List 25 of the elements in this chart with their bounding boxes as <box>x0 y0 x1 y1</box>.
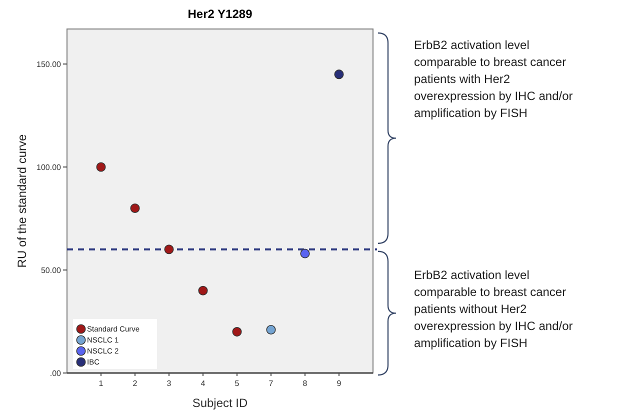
y-tick-label: 150.00 <box>36 60 62 69</box>
x-tick-label: 2 <box>132 379 138 388</box>
y-tick-label: 100.00 <box>36 162 62 172</box>
point <box>300 248 310 258</box>
x-axis-title: Subject ID <box>192 396 248 410</box>
x-tick-label: 1 <box>98 379 104 388</box>
y-tick-label: 50.00 <box>40 266 62 275</box>
point <box>198 286 208 296</box>
y-tick-label: .00 <box>50 368 62 378</box>
point <box>232 327 242 337</box>
x-tick-label: 4 <box>200 379 206 388</box>
text: ErbB2 activation level comparable to breast cancer patients without Her2 overexpression by IHC and/or amplification by FISH <box>414 268 573 350</box>
point <box>164 244 174 254</box>
x-tick-label: 7 <box>268 379 274 388</box>
x-tick-label: 5 <box>234 379 240 388</box>
point <box>130 203 140 213</box>
point <box>96 162 106 172</box>
point <box>334 70 344 80</box>
x-tick-label: 8 <box>302 379 308 388</box>
x-tick-label: 9 <box>336 379 342 388</box>
point <box>266 324 276 335</box>
x-tick-label: 3 <box>166 379 172 388</box>
text: ErbB2 activation level comparable to breast cancer patients with Her2 overexpression by IHC and/or amplification by FISH <box>414 38 573 120</box>
chart-title: Her2 Y1289 <box>188 7 253 21</box>
y-axis-title: RU of the standard curve <box>15 134 29 268</box>
